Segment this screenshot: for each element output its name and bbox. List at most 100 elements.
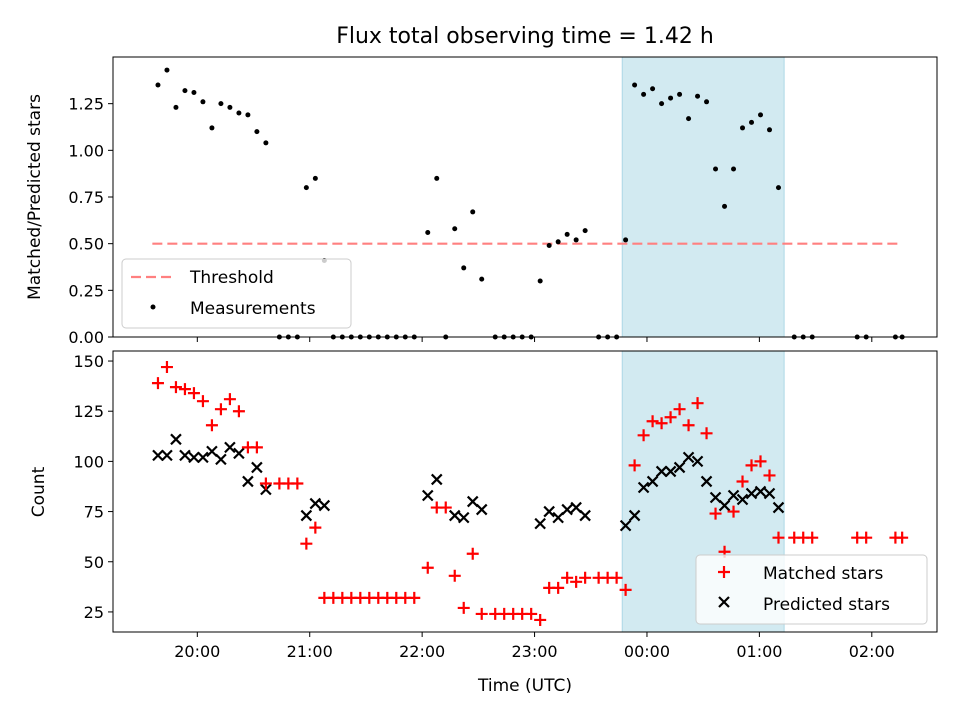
measurement-point: [200, 99, 206, 105]
matched-stars-point: [475, 607, 488, 620]
predicted-stars-point: [161, 449, 173, 462]
matched-stars-point: [169, 381, 182, 394]
y-tick-label: 150: [73, 352, 104, 371]
matched-stars-point: [309, 521, 322, 534]
matched-stars-point: [421, 561, 434, 574]
predicted-stars-point: [448, 509, 461, 522]
predicted-stars-point: [421, 489, 434, 502]
top-y-ticks: 0.00 0.25 0.50 0.75 1.00 1.25: [68, 95, 113, 347]
matched-stars-point: [682, 419, 695, 432]
measurement-point: [582, 228, 588, 234]
matched-stars-point: [232, 405, 245, 418]
matched-stars-point: [525, 607, 538, 620]
legend-measurements-label: Measurements: [190, 299, 316, 319]
measurement-point: [209, 125, 215, 131]
matched-stars-point: [664, 411, 677, 424]
predicted-stars-point: [197, 451, 209, 464]
matched-stars-point: [691, 397, 704, 410]
predicted-stars-point: [727, 489, 740, 502]
measurement-point: [452, 226, 458, 232]
measurement-point: [537, 278, 543, 284]
x-axis-label: Time (UTC): [477, 676, 572, 696]
legend-predicted-swatch: [718, 596, 730, 608]
predicted-stars-point: [736, 493, 749, 506]
predicted-stars-point: [772, 501, 785, 514]
matched-stars-point: [534, 613, 547, 626]
x-tick-label: 23:00: [512, 642, 558, 661]
y-tick-label: 0.00: [68, 328, 104, 347]
measurement-point: [461, 265, 467, 271]
predicted-stars-point: [718, 499, 731, 512]
predicted-stars-markers: [152, 433, 785, 532]
matched-stars-markers: [151, 361, 909, 626]
matched-stars-point: [570, 575, 583, 588]
matched-stars-point: [745, 459, 758, 472]
x-tick-label: 20:00: [174, 642, 220, 661]
matched-stars-point: [700, 427, 713, 440]
measurement-point: [749, 119, 755, 125]
x-tick-label: 00:00: [624, 642, 670, 661]
x-tick-label: 02:00: [849, 642, 895, 661]
chart-title: Flux total observing time = 1.42 h: [336, 24, 714, 49]
predicted-stars-point: [242, 475, 254, 488]
matched-stars-point: [772, 531, 785, 544]
predicted-stars-point: [682, 451, 695, 464]
predicted-stars-point: [152, 449, 164, 462]
matched-stars-point: [637, 429, 650, 442]
measurement-point: [740, 125, 746, 131]
bottom-x-ticks: 20:00 21:00 22:00 23:00 00:00 01:00 02:00: [174, 632, 895, 661]
predicted-stars-point: [534, 517, 546, 530]
matched-stars-point: [561, 571, 574, 584]
measurement-point: [767, 127, 773, 133]
measurement-point: [425, 229, 431, 235]
top-y-axis-label: Matched/Predicted stars: [25, 94, 45, 300]
predicted-stars-point: [215, 453, 227, 466]
matched-stars-point: [727, 505, 740, 518]
predicted-stars-point: [466, 495, 479, 508]
measurement-point: [263, 140, 269, 146]
top-x-ticks: [196, 337, 873, 342]
measurement-point: [245, 112, 251, 118]
measurement-point: [722, 203, 728, 209]
measurement-point: [695, 93, 701, 99]
measurement-point: [686, 116, 692, 122]
measurement-point: [155, 82, 161, 88]
y-tick-label: 1.00: [68, 141, 104, 160]
predicted-stars-point: [664, 465, 677, 478]
predicted-stars-point: [170, 433, 182, 446]
predicted-stars-point: [206, 445, 218, 458]
bottom-y-axis-label: Count: [29, 466, 49, 517]
measurement-point: [470, 209, 476, 215]
measurement-point: [312, 175, 318, 181]
matched-stars-point: [466, 547, 479, 560]
predicted-stars-point: [179, 449, 191, 462]
measurement-point: [659, 101, 665, 107]
x-tick-label: 01:00: [736, 642, 782, 661]
measurement-point: [546, 243, 552, 249]
predicted-stars-point: [561, 503, 573, 516]
matched-stars-point: [457, 601, 470, 614]
matched-stars-point: [196, 395, 209, 408]
predicted-stars-point: [579, 509, 591, 522]
predicted-stars-point: [475, 503, 488, 516]
matched-stars-point: [655, 417, 668, 430]
matched-stars-point: [291, 477, 304, 490]
measurement-point: [182, 88, 188, 94]
predicted-stars-point: [619, 519, 632, 532]
legend-predicted-label: Predicted stars: [763, 595, 890, 615]
measurement-point: [164, 67, 170, 73]
measurement-point: [573, 237, 579, 243]
y-tick-label: 125: [73, 402, 104, 421]
measurement-point: [218, 101, 224, 107]
matched-stars-point: [646, 415, 659, 428]
predicted-stars-point: [745, 487, 758, 500]
matched-stars-point: [223, 393, 236, 406]
predicted-stars-point: [318, 499, 331, 512]
matched-stars-point: [579, 571, 592, 584]
matched-stars-point: [896, 531, 909, 544]
predicted-stars-point: [233, 447, 245, 460]
measurement-point: [677, 91, 683, 97]
predicted-stars-point: [700, 475, 713, 488]
measurement-point: [555, 239, 561, 245]
